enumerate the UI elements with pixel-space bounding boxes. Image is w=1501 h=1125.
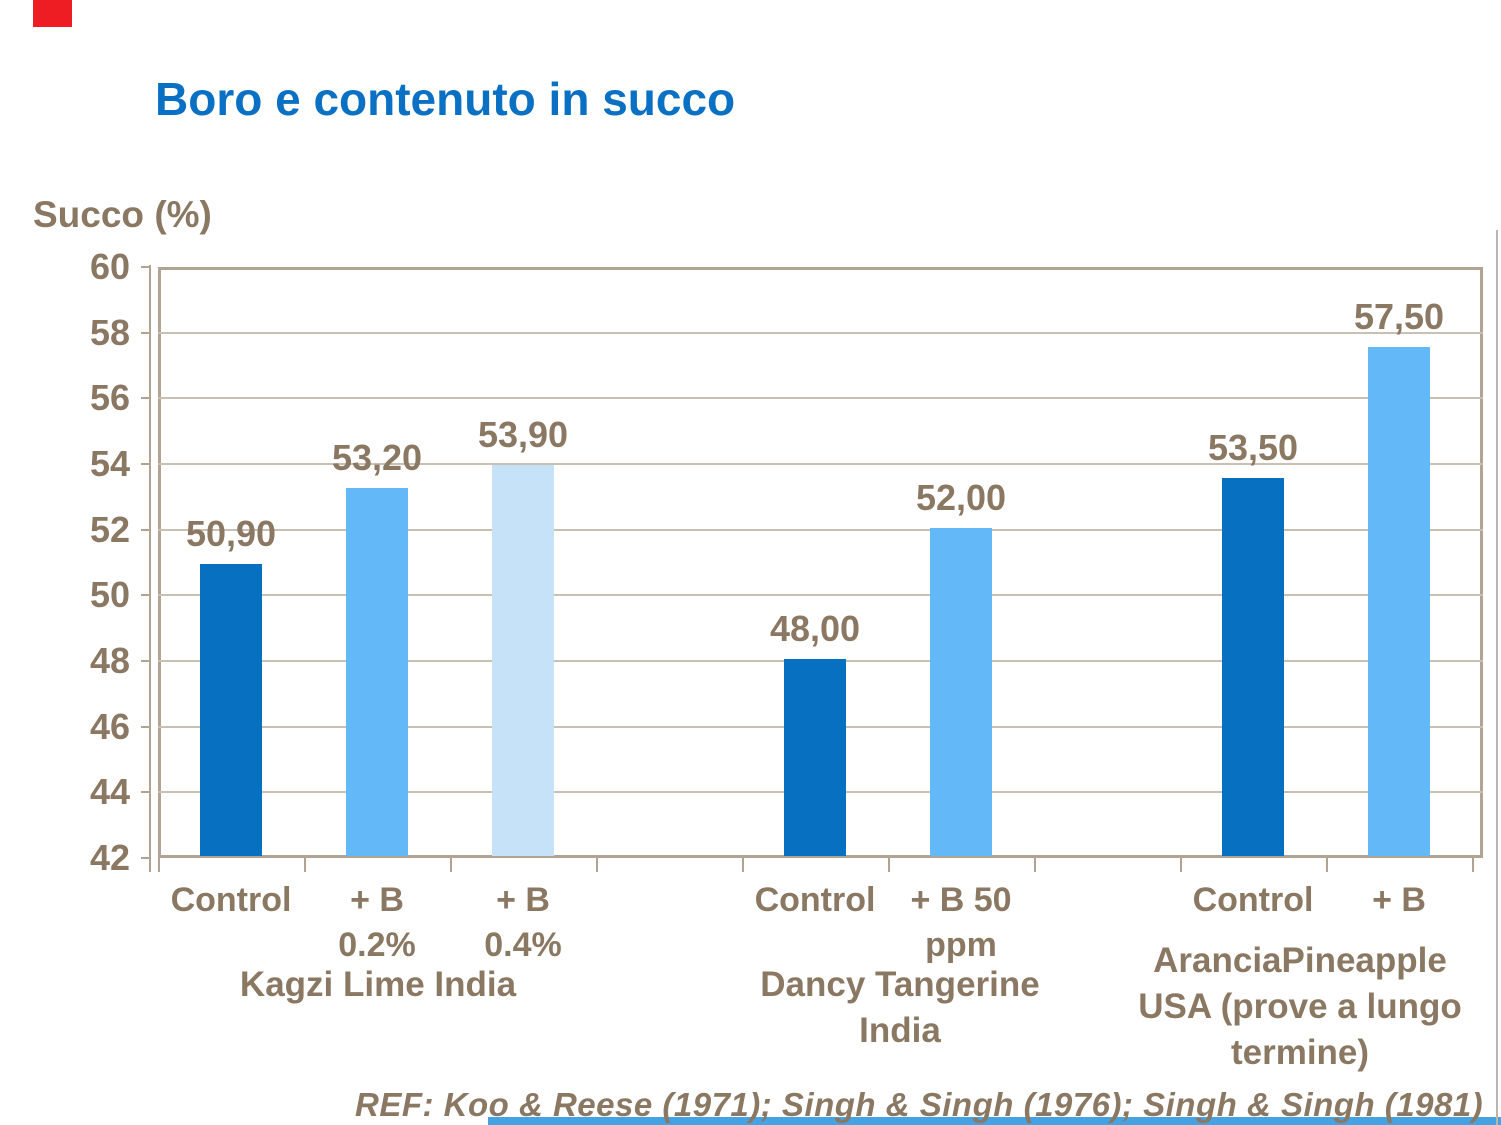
y-tick-label: 48 bbox=[89, 640, 130, 681]
bar bbox=[200, 563, 262, 856]
y-tick-mark bbox=[141, 857, 151, 859]
bar bbox=[1222, 478, 1284, 856]
y-tick-label: 54 bbox=[89, 443, 130, 484]
x-tick-label: + B 50 ppm bbox=[910, 881, 1012, 964]
bar-value-label: 52,00 bbox=[915, 476, 1007, 518]
x-tick-mark bbox=[742, 858, 744, 872]
bar-value-label: 53,90 bbox=[477, 414, 569, 456]
bottom-accent-bar bbox=[488, 1117, 1501, 1125]
bar bbox=[930, 527, 992, 856]
y-tick-label: 52 bbox=[89, 508, 130, 550]
gridline bbox=[158, 594, 1483, 597]
x-tick-label: + B 0.4% bbox=[484, 881, 562, 964]
x-tick-mark bbox=[1180, 858, 1182, 872]
right-edge-line bbox=[1496, 230, 1498, 1125]
x-tick-label: Control bbox=[1192, 881, 1314, 919]
bar-value-label: 53,50 bbox=[1207, 427, 1299, 469]
y-tick-mark bbox=[141, 594, 151, 597]
y-tick-mark bbox=[141, 791, 151, 794]
bar bbox=[346, 488, 408, 856]
x-tick-label: + B 0.2% bbox=[338, 881, 416, 964]
bar-value-label: 48,00 bbox=[769, 608, 861, 649]
x-tick-mark bbox=[158, 858, 160, 872]
bar bbox=[1368, 347, 1430, 856]
x-tick-mark bbox=[1326, 858, 1328, 872]
gridline bbox=[158, 528, 1483, 531]
x-tick-mark bbox=[450, 858, 452, 872]
y-tick-label: 42 bbox=[89, 837, 130, 878]
bar-value-label: 53,20 bbox=[331, 437, 423, 479]
x-tick-label: Control bbox=[754, 881, 876, 919]
x-tick-mark bbox=[304, 858, 306, 872]
y-axis-title: Succo (%) bbox=[33, 194, 212, 235]
y-axis-line bbox=[149, 265, 151, 872]
gridline bbox=[158, 463, 1483, 465]
y-tick-label: 46 bbox=[89, 705, 130, 747]
y-tick-label: 44 bbox=[89, 771, 130, 813]
slide-title: Boro e contenuto in succo bbox=[155, 73, 736, 125]
y-tick-mark bbox=[141, 266, 151, 268]
group-label: AranciaPineapple USA (prove a lungo term… bbox=[1138, 941, 1462, 1072]
x-tick-label: Control bbox=[170, 881, 292, 919]
footer-reference: REF: Koo & Reese (1971); Singh & Singh (… bbox=[355, 1086, 1484, 1123]
gridline bbox=[158, 397, 1483, 400]
y-tick-mark bbox=[141, 660, 151, 662]
y-tick-label: 60 bbox=[89, 246, 130, 287]
y-tick-mark bbox=[141, 528, 151, 531]
y-tick-label: 56 bbox=[89, 377, 130, 419]
top-left-accent-bar bbox=[33, 0, 72, 27]
bar-value-label: 57,50 bbox=[1353, 296, 1445, 338]
bar-value-label: 50,90 bbox=[185, 512, 277, 554]
bar bbox=[492, 465, 554, 856]
y-tick-mark bbox=[141, 397, 151, 400]
x-tick-label: + B bbox=[1372, 881, 1426, 919]
bar bbox=[784, 659, 846, 856]
x-tick-mark bbox=[596, 858, 598, 872]
group-label: Kagzi Lime India bbox=[239, 965, 517, 1004]
y-tick-mark bbox=[141, 463, 151, 465]
gridline bbox=[158, 331, 1483, 334]
x-tick-mark bbox=[1034, 858, 1036, 872]
y-tick-label: 58 bbox=[89, 311, 130, 353]
x-tick-mark bbox=[1472, 858, 1474, 872]
y-tick-label: 50 bbox=[89, 574, 130, 616]
x-tick-mark bbox=[888, 858, 890, 872]
y-tick-mark bbox=[141, 331, 151, 334]
y-tick-mark bbox=[141, 725, 151, 728]
group-label: Dancy Tangerine India bbox=[760, 965, 1040, 1050]
